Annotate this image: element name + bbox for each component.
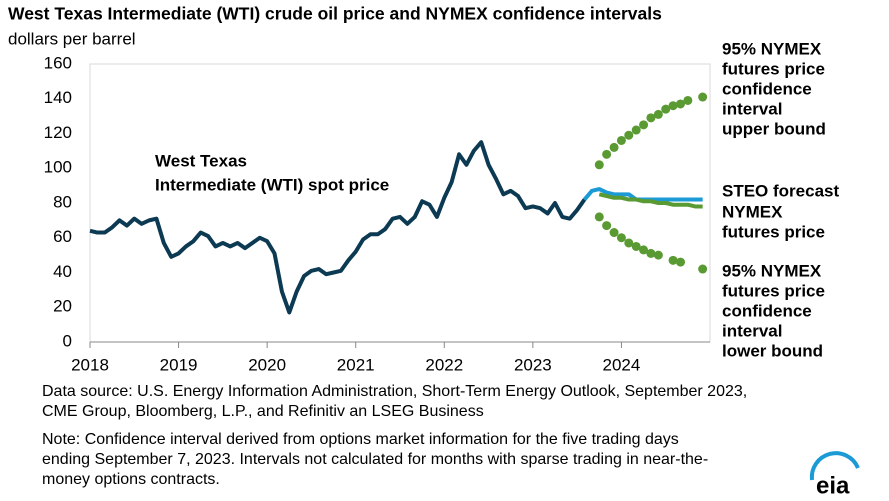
confidence-dot bbox=[698, 92, 708, 102]
source-line: CME Group, Bloomberg, L.P., and Refiniti… bbox=[42, 403, 484, 420]
chart-title: West Texas Intermediate (WTI) crude oil … bbox=[8, 4, 662, 24]
confidence-dot bbox=[676, 99, 686, 109]
confidence-dot bbox=[683, 95, 693, 105]
y-tick-label: 20 bbox=[53, 297, 72, 316]
confidence-dot bbox=[631, 125, 641, 135]
y-tick-label: 40 bbox=[53, 262, 72, 281]
x-tick-label: 2019 bbox=[160, 355, 198, 374]
y-tick-label: 100 bbox=[44, 158, 72, 177]
confidence-dot bbox=[668, 255, 678, 265]
confidence-dot bbox=[639, 245, 649, 255]
y-tick-label: 0 bbox=[63, 331, 72, 350]
annotation: confidence bbox=[722, 79, 812, 98]
confidence-dot bbox=[624, 238, 634, 248]
confidence-dot bbox=[624, 130, 634, 140]
logo: eia bbox=[816, 472, 850, 499]
note-line: Note: Confidence interval derived from o… bbox=[42, 431, 679, 448]
x-tick-label: 2024 bbox=[603, 355, 641, 374]
confidence-dot bbox=[668, 101, 678, 111]
confidence-dot bbox=[602, 149, 612, 159]
confidence-dot bbox=[631, 241, 641, 251]
confidence-dot bbox=[609, 142, 619, 152]
annotation: interval bbox=[722, 99, 782, 118]
y-tick-label: 80 bbox=[53, 192, 72, 211]
confidence-dot bbox=[646, 113, 656, 123]
confidence-dot bbox=[653, 250, 663, 260]
confidence-dot bbox=[609, 228, 619, 238]
confidence-dot bbox=[646, 248, 656, 258]
x-tick-label: 2022 bbox=[425, 355, 463, 374]
annotation: NYMEX bbox=[722, 202, 783, 221]
plot-frame bbox=[89, 63, 711, 343]
confidence-dot bbox=[698, 264, 708, 274]
annotation: futures price bbox=[722, 59, 825, 78]
source-line: Data source: U.S. Energy Information Adm… bbox=[42, 383, 747, 400]
chart-subtitle: dollars per barrel bbox=[8, 29, 136, 48]
confidence-dot bbox=[653, 109, 663, 119]
annotation: futures price bbox=[722, 222, 825, 241]
annotation: STEO forecast bbox=[722, 181, 839, 200]
annotation: upper bound bbox=[722, 119, 826, 138]
y-tick-label: 140 bbox=[44, 88, 72, 107]
annotation: interval bbox=[722, 321, 782, 340]
x-tick-label: 2023 bbox=[514, 355, 552, 374]
annotation: West Texas bbox=[155, 151, 247, 170]
annotation: 95% NYMEX bbox=[722, 261, 822, 280]
annotation: Intermediate (WTI) spot price bbox=[155, 175, 389, 194]
confidence-dot bbox=[616, 233, 626, 243]
note-line: ending September 7, 2023. Intervals not … bbox=[42, 451, 708, 468]
confidence-dot bbox=[594, 160, 604, 170]
x-tick-label: 2018 bbox=[71, 355, 109, 374]
series-line bbox=[598, 192, 703, 209]
annotation: lower bound bbox=[722, 341, 823, 360]
annotation: 95% NYMEX bbox=[722, 39, 822, 58]
y-tick-label: 160 bbox=[44, 53, 72, 72]
x-tick-label: 2021 bbox=[337, 355, 375, 374]
x-tick-label: 2020 bbox=[248, 355, 286, 374]
series-line bbox=[89, 140, 587, 315]
logo-arc bbox=[809, 451, 860, 481]
confidence-dot bbox=[616, 135, 626, 145]
confidence-dot bbox=[676, 257, 686, 267]
annotation: futures price bbox=[722, 281, 825, 300]
note-line: money options contracts. bbox=[42, 471, 220, 488]
confidence-dot bbox=[661, 104, 671, 114]
confidence-dot bbox=[602, 221, 612, 231]
y-tick-label: 120 bbox=[44, 123, 72, 142]
annotation: confidence bbox=[722, 301, 812, 320]
confidence-dot bbox=[639, 120, 649, 130]
y-tick-label: 60 bbox=[53, 227, 72, 246]
confidence-dot bbox=[594, 212, 604, 222]
